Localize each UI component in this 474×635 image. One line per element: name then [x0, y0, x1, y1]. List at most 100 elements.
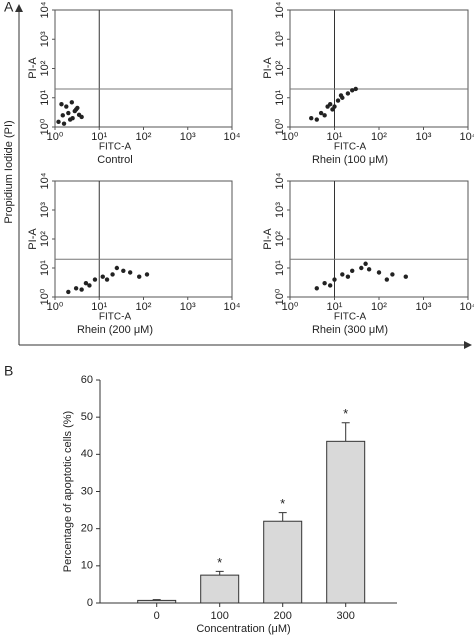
y-tick-label: 40 [81, 448, 93, 460]
y-tick-label: 10³ [274, 31, 286, 47]
y-tick-label: 30 [81, 485, 93, 497]
scatter-point [121, 268, 126, 274]
y-tick-label: 10⁴ [39, 1, 51, 18]
y-axis-label: PI-A [27, 57, 39, 79]
y-tick-label: 60 [81, 374, 93, 386]
y-tick-label: 10⁰ [274, 118, 286, 135]
scatter-point [335, 98, 341, 103]
scatter-point [350, 268, 355, 274]
x-tick-label: 10⁰ [47, 301, 64, 313]
y-axis-label: PI-A [262, 57, 274, 79]
scatter-point [309, 115, 314, 121]
scatter-point [338, 93, 344, 98]
scatter-point [403, 274, 408, 279]
y-tick-label: 10¹ [274, 260, 286, 276]
scatter-point [350, 88, 355, 93]
caption: Rhein (200 μM) [77, 324, 153, 336]
scatter-point [66, 289, 71, 295]
shared-y-label: Propidium Iodide (PI) [3, 120, 15, 223]
y-tick-label: 10 [81, 560, 93, 572]
y-tick-label: 50 [81, 411, 93, 423]
scatter-point [332, 277, 337, 282]
scatter-point [73, 286, 79, 291]
bar [263, 520, 303, 604]
error-bar [341, 422, 350, 442]
significance-mark: * [217, 555, 222, 570]
x-tick-label: 0 [154, 610, 160, 622]
caption: Rhein (300 μM) [312, 324, 388, 336]
x-tick-label: 200 [274, 610, 292, 622]
scatter-point [66, 110, 71, 116]
y-tick-label: 10² [39, 231, 51, 247]
significance-mark: * [343, 406, 348, 421]
scatter-point [56, 119, 61, 125]
scatter-point [314, 117, 319, 122]
y-tick-label: 10⁴ [274, 1, 286, 18]
x-tick-label: 10² [371, 131, 387, 143]
scatter-point [345, 274, 351, 279]
x-axis-label: FITC-A [334, 312, 367, 323]
scatter-point [100, 274, 105, 279]
panel-label: A [4, 0, 14, 15]
x-tick-label: 10⁴ [224, 301, 241, 313]
scatter-point [64, 104, 69, 109]
scatter-point [340, 272, 345, 277]
x-tick-label: 100 [211, 610, 229, 622]
scatter-point [322, 280, 327, 286]
x-axis-label: FITC-A [99, 312, 132, 323]
scatter-point [67, 117, 73, 122]
x-axis-label: Concentration (μM) [196, 623, 290, 635]
y-tick-label: 10³ [39, 31, 51, 47]
x-tick-label: 10² [136, 131, 152, 143]
arrow-head [464, 341, 472, 349]
scatter-point [327, 102, 333, 107]
y-axis-label: PI-A [27, 228, 39, 250]
scatter-point [127, 270, 133, 275]
y-tick-label: 10² [39, 60, 51, 76]
y-tick-label: 10⁴ [274, 172, 286, 189]
scatter-point [61, 121, 67, 126]
bar [326, 440, 366, 604]
scatter-point [366, 267, 372, 272]
x-tick-label: 10³ [416, 131, 432, 143]
x-tick-label: 10³ [416, 301, 432, 313]
y-tick-label: 0 [87, 597, 93, 609]
scatter-point [359, 265, 364, 271]
bar [200, 574, 240, 604]
scatter-point [332, 104, 337, 109]
x-tick-label: 10⁴ [460, 301, 474, 313]
scatter-point [83, 280, 89, 286]
scatter-point [60, 113, 65, 118]
error-bar [215, 570, 224, 576]
y-tick-label: 10⁰ [39, 118, 51, 135]
x-tick-label: 10³ [180, 131, 196, 143]
scatter-point [114, 265, 120, 271]
y-tick-label: 10¹ [39, 89, 51, 105]
arrow-head [15, 4, 23, 12]
scatter-point [353, 86, 358, 92]
scatter-point [59, 102, 64, 107]
x-axis-label: FITC-A [99, 142, 132, 153]
caption: Rhein (100 μM) [312, 154, 388, 166]
scatter-point [376, 270, 382, 275]
x-tick-label: 10¹ [327, 301, 343, 313]
y-tick-label: 10¹ [274, 89, 286, 105]
scatter-point [79, 287, 84, 292]
error-bar [152, 599, 161, 601]
x-tick-label: 10⁴ [460, 131, 474, 143]
scatter-point [75, 105, 80, 111]
y-axis-label: PI-A [262, 228, 274, 250]
scatter-point [390, 272, 395, 277]
x-tick-label: 10⁰ [282, 301, 299, 313]
scatter-point [79, 114, 84, 120]
bar [137, 599, 177, 604]
x-tick-label: 10¹ [327, 131, 343, 143]
scatter-point [69, 100, 75, 105]
y-axis-label: Percentage of apoptotic cells (%) [62, 411, 74, 572]
x-tick-label: 300 [337, 610, 355, 622]
scatter-point [384, 277, 390, 282]
x-tick-label: 10⁰ [47, 131, 64, 143]
x-tick-label: 10² [136, 301, 152, 313]
error-bar [278, 512, 287, 522]
scatter-point [92, 277, 98, 282]
